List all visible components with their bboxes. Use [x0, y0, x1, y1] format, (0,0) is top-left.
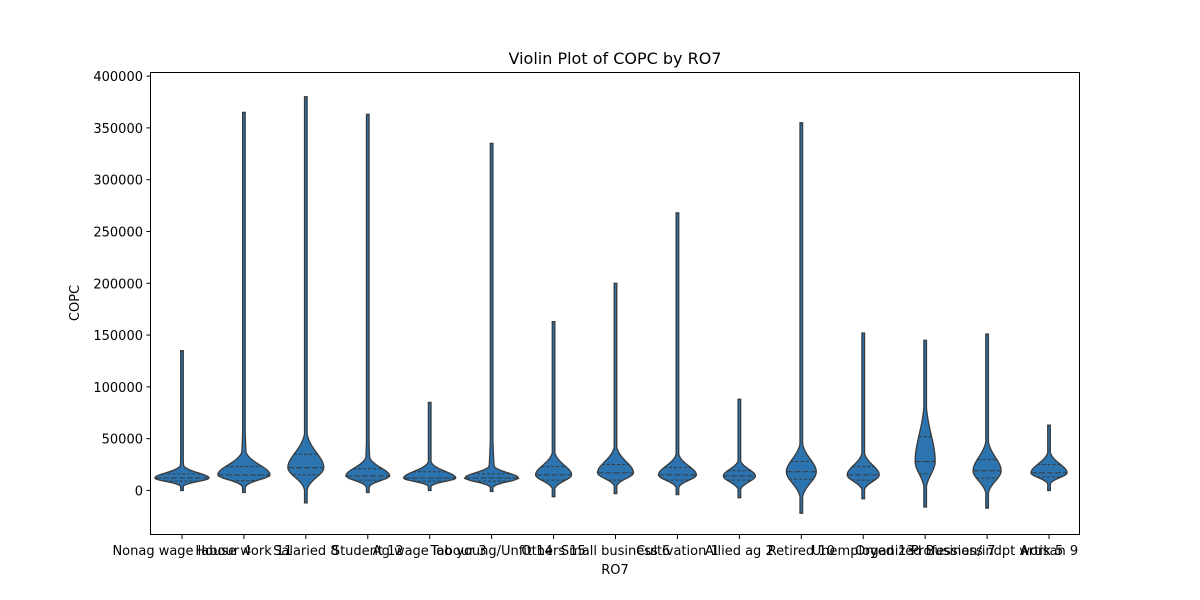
- violin-body: [463, 142, 520, 493]
- violin-body: [154, 349, 210, 492]
- violin-body: [596, 282, 635, 495]
- x-tick-label: Student 12: [332, 544, 404, 559]
- y-tick-label: 350000: [93, 122, 143, 137]
- violin-body: [914, 339, 936, 508]
- violin-body: [657, 212, 698, 496]
- x-tick-label: Artisan 9: [1020, 544, 1078, 559]
- x-tick-label: Profession/indpt work 5: [911, 544, 1063, 559]
- violin-body: [403, 401, 457, 492]
- y-tick-label: 200000: [93, 277, 143, 292]
- violin-body: [217, 111, 271, 494]
- violin-group: [154, 96, 1068, 514]
- y-tick-label: 300000: [93, 174, 143, 189]
- violin-body: [534, 320, 573, 498]
- x-axis-label: RO7: [601, 563, 629, 578]
- x-tick-label: Unemployed 13: [812, 544, 915, 559]
- plot-frame: [150, 72, 1080, 535]
- x-tick-label: Nonag wage labour 4: [112, 544, 251, 559]
- y-tick-label: 150000: [93, 329, 143, 344]
- x-tick-label: Retired 10: [768, 544, 835, 559]
- x-tick-label: Ag wage labour 3: [373, 544, 487, 559]
- y-tick-label: 400000: [93, 70, 143, 85]
- violin-body: [344, 113, 391, 494]
- x-tick-label: Allied ag 2: [705, 544, 774, 559]
- y-tick-label: 50000: [102, 433, 143, 448]
- chart-title: Violin Plot of COPC by RO7: [509, 49, 722, 68]
- x-tick-label: Organized Business 7: [855, 544, 995, 559]
- y-tick-label: 100000: [93, 381, 143, 396]
- violin-body: [785, 122, 817, 514]
- y-axis-ticks: 0 50000 100000 150000 200000 250000 300000 3500…: [93, 70, 151, 499]
- violin-body: [722, 398, 757, 499]
- y-tick-label: 250000: [93, 225, 143, 240]
- violin-body: [972, 333, 1002, 509]
- x-tick-label: Cultivation 1: [636, 544, 719, 559]
- violin-body: [1030, 424, 1068, 492]
- violin-body: [846, 332, 880, 500]
- x-tick-label: Others 15: [521, 544, 585, 559]
- x-tick-label: Salaried 8: [273, 544, 338, 559]
- x-tick-label: House work 11: [195, 544, 292, 559]
- violin-body: [287, 96, 325, 504]
- y-axis-label: COPC: [68, 285, 83, 321]
- y-tick-label: 0: [135, 484, 143, 499]
- x-tick-label: Too young/Unfit 14: [430, 544, 553, 559]
- x-tick-label: Small business 6: [561, 544, 670, 559]
